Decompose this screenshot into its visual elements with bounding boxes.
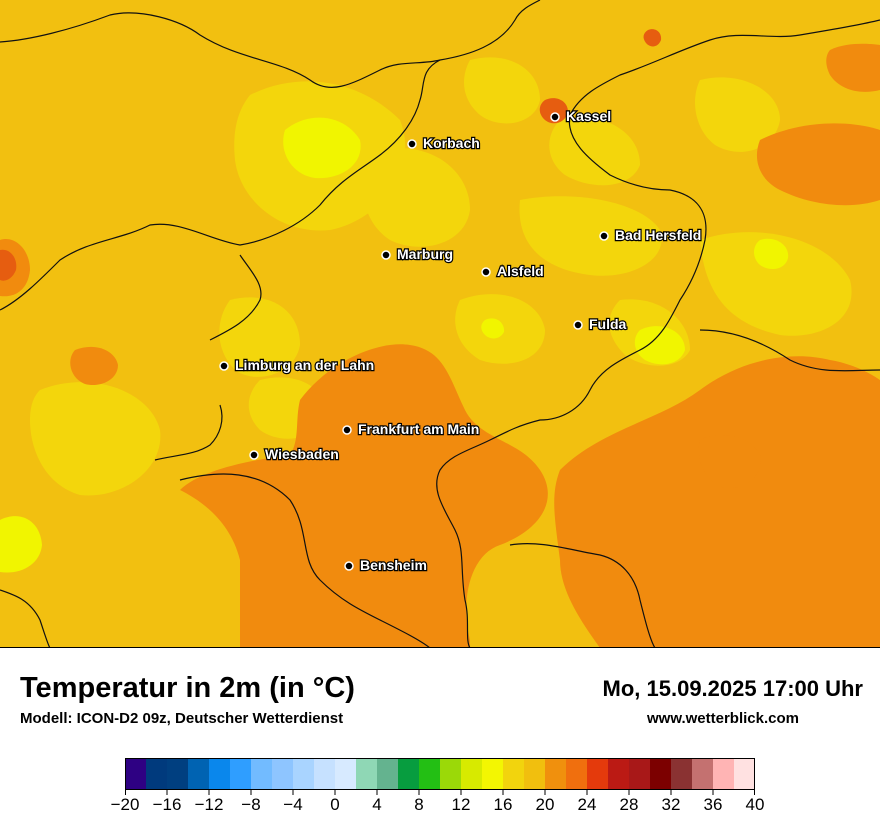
colorbar-tick-label: 24 [577,795,597,814]
colorbar-cell [440,758,462,790]
coolest-temperature-zones [0,117,789,573]
colorbar-cell [419,758,441,790]
colorbar-cell [629,758,651,790]
city-frankfurt-am-main: Frankfurt am Main [342,420,481,438]
colorbar-cell [293,758,315,790]
state-borders [0,0,880,648]
city-alsfeld: Alsfeld [481,262,545,280]
colorbar-outline [125,758,755,790]
city-label: Bensheim [360,557,427,573]
colorbar-tick-label: 0 [330,795,340,814]
colorbar-cell [398,758,420,790]
colorbar-cell [692,758,714,790]
warm-temperature-zones [0,43,880,648]
colorbar-ticks [125,790,755,795]
city-label: Fulda [589,316,627,332]
colorbar-cell [314,758,336,790]
colorbar-cell [272,758,294,790]
colorbar-cell [125,758,147,790]
city-label: Limburg an der Lahn [235,357,374,373]
colorbar-cell [671,758,693,790]
city-label: Korbach [423,135,480,151]
colorbar-cell [587,758,609,790]
colorbar-cell [482,758,504,790]
colorbar-cell [650,758,672,790]
colorbar-cell [209,758,231,790]
colorbar-cell [545,758,567,790]
colorbar-tick-label: 4 [372,795,382,814]
city-label: Frankfurt am Main [358,421,479,437]
colorbar-cell [230,758,252,790]
model-info: Modell: ICON-D2 09z, Deutscher Wetterdie… [20,710,344,727]
colorbar-cell [734,758,755,790]
map-footer: Temperatur in 2m (in °C) Modell: ICON-D2… [0,648,880,830]
colorbar-tick-label: 16 [493,795,513,814]
colorbar-tick-label: 36 [703,795,723,814]
temperature-colorbar [125,758,755,795]
city-wiesbaden: Wiesbaden [249,445,340,463]
colorbar-cell [335,758,357,790]
colorbar-tick-label: −20 [110,795,140,814]
colorbar-tick-label: 8 [414,795,424,814]
city-markers: Kassel Korbach Bad Hersfeld Marburg Alsf… [219,107,703,574]
city-korbach: Korbach [407,134,481,152]
colorbar-cell [566,758,588,790]
city-fulda: Fulda [573,315,628,333]
colorbar-tick-label: 28 [619,795,639,814]
colorbar-cell [167,758,189,790]
colorbar-tick-label: −12 [194,795,224,814]
colorbar-cell [608,758,630,790]
city-kassel: Kassel [550,107,612,125]
forecast-datetime: Mo, 15.09.2025 17:00 Uhr [602,676,863,701]
city-label: Alsfeld [497,263,544,279]
colorbar-cell [188,758,210,790]
colorbar-tick-label: 12 [451,795,471,814]
colorbar-tick-label: −4 [283,795,303,814]
colorbar-tick-label: −16 [152,795,182,814]
colorbar-cells [125,758,755,790]
city-marburg: Marburg [381,245,454,263]
city-limburg-an-der-lahn: Limburg an der Lahn [219,356,375,374]
colorbar-tick-label: 32 [661,795,681,814]
colorbar-cell [524,758,546,790]
city-label: Marburg [397,246,453,262]
city-bensheim: Bensheim [344,556,428,574]
temperature-map: Kassel Korbach Bad Hersfeld Marburg Alsf… [0,0,880,648]
city-label: Kassel [566,108,611,124]
city-label: Wiesbaden [265,446,339,462]
colorbar-tick-label: 40 [745,795,765,814]
colorbar-cell [503,758,525,790]
colorbar-tick-label: 20 [535,795,555,814]
city-bad-hersfeld: Bad Hersfeld [599,226,703,244]
colorbar-cell [713,758,735,790]
colorbar-tick-label: −8 [241,795,261,814]
hot-temperature-zones [0,29,662,281]
city-label: Bad Hersfeld [615,227,701,243]
colorbar-cell [356,758,378,790]
colorbar-cell [251,758,273,790]
website-link[interactable]: www.wetterblick.com [647,710,799,727]
colorbar-cell [377,758,399,790]
map-title: Temperatur in 2m (in °C) [20,672,355,704]
colorbar-cell [146,758,168,790]
colorbar-cell [461,758,483,790]
